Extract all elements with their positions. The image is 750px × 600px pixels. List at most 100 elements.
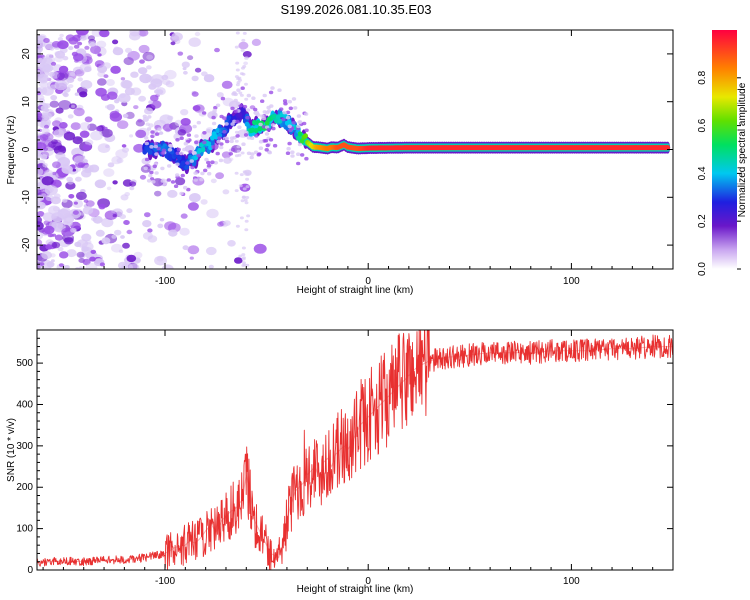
ridge-speckle [253,107,258,112]
ridge-point [167,153,173,162]
ridge-speckle [153,141,159,146]
noise-speckle [194,31,201,37]
noise-speckle [68,194,75,199]
noise-speckle [40,120,47,126]
noise-speckle [121,80,133,89]
ridge-speckle [296,114,302,118]
noise-speckle [111,234,117,239]
ridge-speckle [180,173,185,178]
snr-data-point [254,520,255,521]
noise-speckle [42,212,55,222]
noise-speckle [45,194,54,201]
noise-speckle [216,92,224,98]
ridge-speckle [229,136,235,140]
snr-y-tick-label: 300 [16,441,33,452]
noise-speckle [101,237,111,245]
ridge-speckle [262,93,267,98]
noise-speckle [117,261,128,269]
noise-speckle [221,151,231,159]
snr-series-line [37,330,673,570]
ridge-speckle [286,146,291,151]
ridge-speckle [230,122,235,126]
noise-speckle [124,87,135,96]
noise-speckle [138,30,149,37]
snr-data-point [282,545,283,546]
noise-speckle [208,264,214,269]
noise-speckle [241,66,245,70]
noise-speckle [90,249,97,254]
snr-data-point [144,557,145,558]
noise-speckle [37,201,46,210]
noise-speckle [49,100,59,108]
noise-speckle [139,73,152,84]
noise-speckle [66,77,75,83]
noise-speckle [37,70,45,79]
colorbar-tick-label: 0.0 [697,262,708,276]
noise-speckle [82,206,94,215]
spectrogram-y-tick-label: 20 [21,48,32,60]
noise-speckle [221,80,233,89]
noise-speckle [152,178,164,187]
snr-data-point [416,367,417,368]
snr-data-point [63,560,64,561]
ridge-speckle [206,163,212,168]
noise-speckle [241,246,246,250]
noise-speckle [242,31,247,35]
noise-speckle [79,130,90,138]
noise-speckle [120,235,125,239]
noise-speckle [114,229,122,236]
noise-speckle [83,199,89,203]
noise-speckle [41,251,52,260]
ridge-speckle [220,96,226,101]
noise-speckle [180,109,189,116]
noise-speckle [59,251,69,259]
ridge-speckle [167,164,172,168]
noise-speckle [187,202,199,211]
noise-speckle [144,212,151,218]
noise-speckle [241,264,246,267]
noise-speckle [234,139,239,143]
noise-speckle [84,116,93,123]
noise-speckle [114,99,120,104]
noise-speckle [102,62,111,69]
ridge-speckle [149,170,154,175]
ridge-speckle [175,173,180,177]
ridge-speckle [224,136,230,141]
noise-speckle [70,122,81,130]
noise-speckle [240,151,245,155]
noise-speckle [180,213,188,219]
ridge-speckle [272,143,278,148]
ridge-speckle [258,122,263,127]
ridge-speckle [183,141,188,146]
noise-speckle [244,56,249,60]
ridge-speckle [269,104,274,108]
noise-speckle [45,244,53,250]
ridge-speckle [175,162,180,167]
ridge-speckle [192,124,197,129]
ridge-speckle [263,138,269,143]
ridge-speckle [196,120,201,125]
noise-speckle [241,72,246,76]
noise-speckle [194,67,202,73]
noise-speckle [44,185,58,196]
ridge-speckle [160,151,165,155]
ridge-speckle [194,140,199,145]
noise-speckle [101,217,114,228]
noise-speckle [234,189,239,193]
noise-speckle [54,80,68,91]
snr-data-point [591,350,592,351]
ridge-point [274,118,279,124]
noise-speckle [142,117,149,122]
ridge-point [250,127,256,133]
ridge-speckle [215,151,220,156]
ridge-speckle [154,171,159,175]
snr-data-point [229,511,230,512]
ridge-speckle [179,136,184,140]
noise-speckle [235,61,240,65]
noise-speckle [40,154,48,160]
ridge-speckle [211,145,216,149]
noise-speckle [126,254,137,263]
ridge-point [237,112,243,118]
snr-data-point [327,458,328,459]
